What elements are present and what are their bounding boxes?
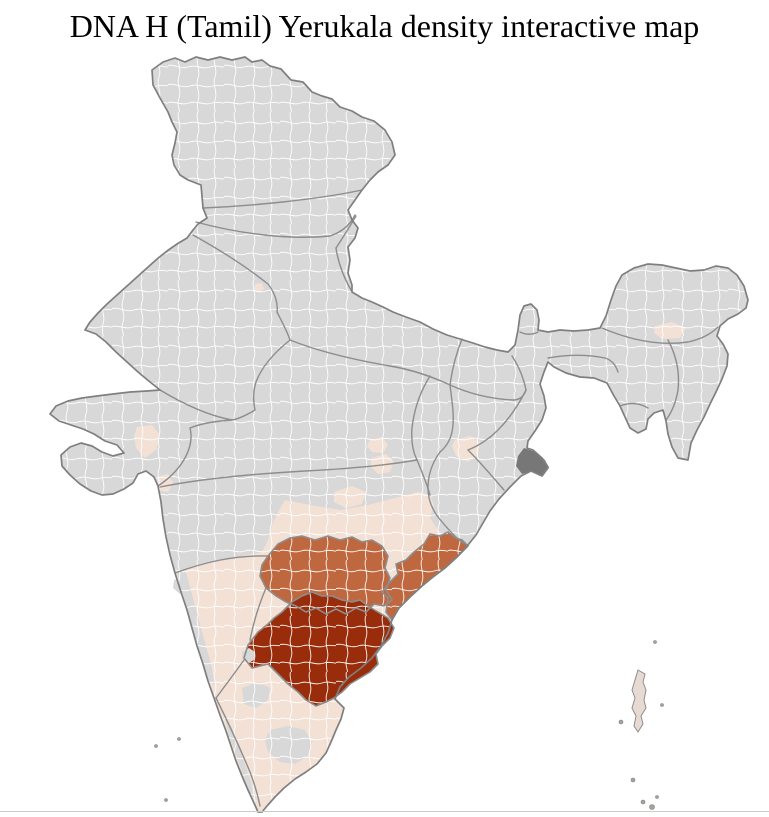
island-dot-lakshadweep-3[interactable] <box>164 798 168 802</box>
state-border-kerala-tamilnadu <box>215 697 261 807</box>
island-dot-lakshadweep-2[interactable] <box>177 737 181 741</box>
state-border-karnataka-tamilnadu <box>215 659 245 699</box>
rayalaseema-south-andhra-region-outline <box>243 591 395 707</box>
state-border-jharkhand-odisha <box>439 384 454 453</box>
state-border-assam-arunachal <box>601 326 719 344</box>
state-border-maharashtra-north <box>159 459 418 488</box>
state-border-sikkim <box>519 331 539 335</box>
india-outline <box>49 56 749 813</box>
island-dot-nicobar-2[interactable] <box>649 804 655 810</box>
state-border-karnataka-andhra <box>249 587 267 641</box>
state-border-wb-west <box>467 389 527 451</box>
state-border-haryana-up <box>276 311 291 341</box>
island-dot-nicobar-1[interactable] <box>640 799 646 805</box>
island-dot-andaman-west[interactable] <box>618 719 624 725</box>
state-border-meghalaya <box>547 354 619 373</box>
state-border-odisha-andhra <box>437 516 464 544</box>
state-border-wb-north <box>511 355 527 391</box>
state-border-rajasthan-gujarat <box>159 389 233 421</box>
island-dot-andaman-east[interactable] <box>660 703 664 707</box>
island-dot-little-andaman[interactable] <box>630 777 636 783</box>
state-border-nagaland-manipur <box>665 339 680 421</box>
andaman-island[interactable] <box>631 669 647 733</box>
state-border-up-bihar <box>449 338 463 386</box>
state-border-wb-odisha <box>467 449 505 491</box>
state-border-rajasthan-east <box>231 339 291 421</box>
state-border-tripura <box>619 402 649 409</box>
island-dot-nicobar-3[interactable] <box>655 795 659 799</box>
state-border-hp-punjab <box>195 214 356 238</box>
state-border-jk-hp <box>202 189 363 209</box>
state-border-gujarat-maharashtra <box>157 419 233 487</box>
state-border-maharashtra-karnataka <box>174 555 269 574</box>
island-dot-andaman-north[interactable] <box>653 640 657 644</box>
state-border-hp-uttarakhand <box>335 215 357 249</box>
state-border-uttarakhand-up <box>335 247 353 293</box>
state-border-punjab-rajasthan <box>192 234 278 313</box>
state-border-up-mp <box>289 339 451 386</box>
island-dot-lakshadweep-1[interactable] <box>154 744 158 748</box>
state-border-mp-chhattisgarh <box>411 375 431 461</box>
sundarbans-delta[interactable] <box>516 448 549 476</box>
bottom-divider <box>0 811 769 812</box>
map-title: DNA H (Tamil) Yerukala density interacti… <box>69 8 700 44</box>
state-border-maharashtra-chhattisgarh <box>416 459 431 496</box>
